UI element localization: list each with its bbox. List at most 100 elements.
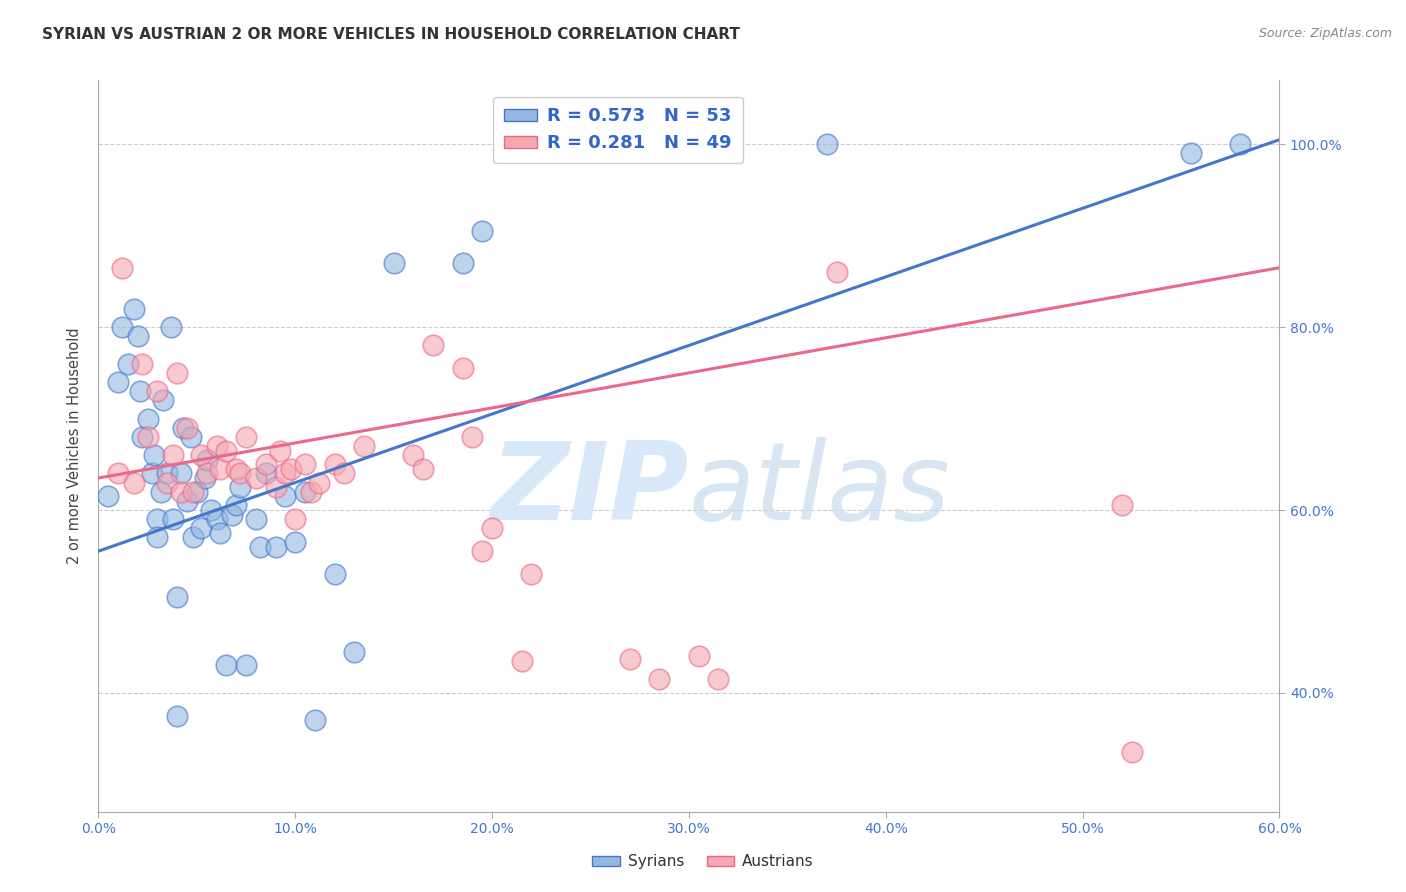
Point xyxy=(510,654,533,668)
Point xyxy=(162,448,184,462)
Point xyxy=(146,512,169,526)
Point xyxy=(181,484,204,499)
Point xyxy=(107,375,129,389)
Point xyxy=(200,503,222,517)
Point xyxy=(245,471,267,485)
Point xyxy=(131,430,153,444)
Point xyxy=(128,384,150,399)
Point xyxy=(166,590,188,604)
Point xyxy=(451,361,474,376)
Point xyxy=(156,467,179,481)
Point xyxy=(1229,137,1251,152)
Point xyxy=(205,439,228,453)
Point xyxy=(245,512,267,526)
Point xyxy=(308,475,330,490)
Point xyxy=(481,521,503,535)
Point xyxy=(225,499,247,513)
Point xyxy=(221,508,243,522)
Point xyxy=(170,467,193,481)
Point xyxy=(304,714,326,728)
Point xyxy=(190,448,212,462)
Point xyxy=(181,530,204,544)
Point xyxy=(471,224,494,238)
Point xyxy=(146,530,169,544)
Point xyxy=(166,708,188,723)
Point xyxy=(194,471,217,485)
Point xyxy=(131,357,153,371)
Point xyxy=(205,512,228,526)
Point xyxy=(141,467,163,481)
Point xyxy=(190,521,212,535)
Point xyxy=(353,439,375,453)
Point xyxy=(127,329,149,343)
Point xyxy=(299,484,322,499)
Point xyxy=(170,484,193,499)
Text: Source: ZipAtlas.com: Source: ZipAtlas.com xyxy=(1258,27,1392,40)
Point xyxy=(254,467,277,481)
Point xyxy=(619,652,641,666)
Point xyxy=(471,544,494,558)
Legend: R = 0.573   N = 53, R = 0.281   N = 49: R = 0.573 N = 53, R = 0.281 N = 49 xyxy=(494,96,742,163)
Point xyxy=(97,489,120,503)
Point xyxy=(461,430,484,444)
Point xyxy=(195,467,218,481)
Point xyxy=(136,411,159,425)
Point xyxy=(111,320,134,334)
Point xyxy=(264,480,287,494)
Point xyxy=(707,672,730,686)
Text: SYRIAN VS AUSTRIAN 2 OR MORE VEHICLES IN HOUSEHOLD CORRELATION CHART: SYRIAN VS AUSTRIAN 2 OR MORE VEHICLES IN… xyxy=(42,27,740,42)
Point xyxy=(229,467,252,481)
Point xyxy=(209,525,232,540)
Point xyxy=(412,462,434,476)
Point xyxy=(156,475,179,490)
Point xyxy=(176,494,198,508)
Point xyxy=(688,649,710,664)
Point xyxy=(1121,745,1143,759)
Point xyxy=(122,475,145,490)
Point xyxy=(249,540,271,554)
Point xyxy=(343,645,366,659)
Point xyxy=(195,452,218,467)
Point xyxy=(451,256,474,270)
Point xyxy=(323,567,346,582)
Point xyxy=(520,567,543,582)
Point xyxy=(160,320,183,334)
Point xyxy=(229,480,252,494)
Point xyxy=(235,658,257,673)
Point xyxy=(172,421,194,435)
Point xyxy=(186,484,208,499)
Point xyxy=(225,462,247,476)
Y-axis label: 2 or more Vehicles in Household: 2 or more Vehicles in Household xyxy=(67,327,83,565)
Legend: Syrians, Austrians: Syrians, Austrians xyxy=(586,848,820,875)
Point xyxy=(215,658,238,673)
Point xyxy=(333,467,356,481)
Point xyxy=(180,430,202,444)
Point xyxy=(146,384,169,399)
Point xyxy=(254,458,277,472)
Point xyxy=(264,540,287,554)
Point xyxy=(280,462,302,476)
Point xyxy=(142,448,165,462)
Point xyxy=(117,357,139,371)
Point xyxy=(1180,146,1202,161)
Point xyxy=(150,484,173,499)
Point xyxy=(815,137,838,152)
Text: atlas: atlas xyxy=(689,437,950,542)
Point xyxy=(1111,499,1133,513)
Point xyxy=(323,458,346,472)
Text: ZIP: ZIP xyxy=(491,437,689,543)
Point xyxy=(107,467,129,481)
Point xyxy=(111,260,134,275)
Point xyxy=(382,256,405,270)
Point xyxy=(136,430,159,444)
Point xyxy=(166,366,188,380)
Point xyxy=(122,301,145,316)
Point xyxy=(215,443,238,458)
Point xyxy=(648,672,671,686)
Point xyxy=(294,484,316,499)
Point xyxy=(422,338,444,352)
Point xyxy=(162,512,184,526)
Point xyxy=(269,443,291,458)
Point xyxy=(825,265,848,279)
Point xyxy=(294,458,316,472)
